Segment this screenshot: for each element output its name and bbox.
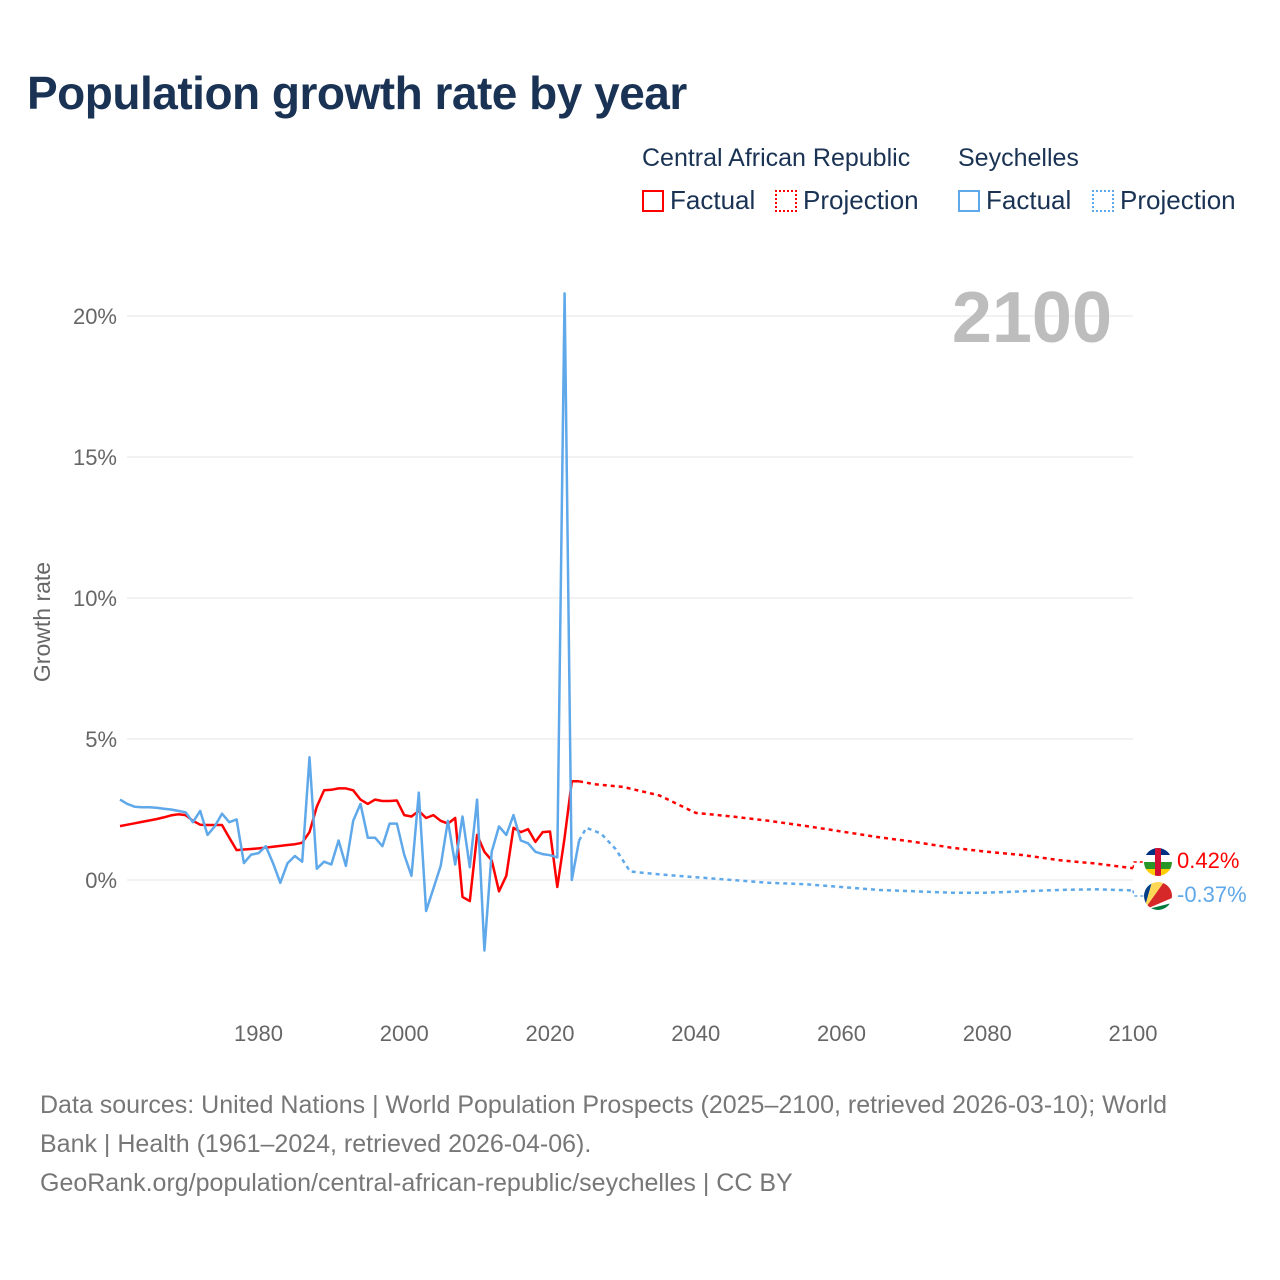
car-projection-line	[578, 780, 1134, 870]
legend-label: Projection	[1120, 185, 1236, 215]
x-tick-label: 2020	[526, 1021, 575, 1046]
seychelles-factual-line	[119, 292, 581, 952]
legend-seychelles-factual[interactable]: Factual	[958, 185, 1071, 216]
y-tick-label: 0%	[85, 868, 117, 893]
y-tick-label: 20%	[73, 304, 117, 329]
legend-label: Factual	[986, 185, 1072, 215]
chart-title: Population growth rate by year	[27, 67, 687, 119]
year-label: 2100	[952, 278, 1112, 358]
y-tick-label: 10%	[73, 586, 117, 611]
car-end-value: 0.42%	[1177, 848, 1239, 873]
x-tick-label: 2040	[671, 1021, 720, 1046]
x-tick-label: 2100	[1109, 1021, 1158, 1046]
legend-swatch-solid	[958, 189, 980, 212]
legend-swatch-dotted	[775, 189, 797, 212]
y-tick-label: 5%	[85, 727, 117, 752]
car-flag-icon	[1144, 848, 1172, 876]
legend-group-car: Central African Republic	[642, 144, 911, 172]
footer-sources-1: Data sources: United Nations | World Pop…	[40, 1091, 1168, 1119]
seychelles-flag-icon	[1144, 882, 1172, 910]
legend-swatch-dotted	[1092, 189, 1114, 212]
footer-attribution-link[interactable]: GeoRank.org/population/central-african-r…	[40, 1169, 793, 1197]
y-axis-label: Growth rate	[29, 562, 55, 682]
y-tick-label: 15%	[73, 445, 117, 470]
x-tick-label: 1980	[234, 1021, 283, 1046]
legend-label: Factual	[670, 185, 756, 215]
legend-seychelles-projection[interactable]: Projection	[1092, 185, 1236, 216]
end-connector	[1132, 861, 1144, 869]
seychelles-end-value: -0.37%	[1177, 882, 1247, 907]
legend-swatch-solid	[642, 189, 664, 212]
legend-group-seychelles: Seychelles	[958, 144, 1079, 172]
legend-car-factual[interactable]: Factual	[642, 185, 755, 216]
end-connector	[1132, 890, 1144, 897]
footer-sources-2: Bank | Health (1961–2024, retrieved 2026…	[40, 1130, 592, 1158]
car-factual-line	[119, 780, 580, 903]
legend-label: Projection	[803, 185, 919, 215]
x-tick-label: 2080	[963, 1021, 1012, 1046]
x-tick-label: 2000	[380, 1021, 429, 1046]
seychelles-projection-line	[578, 826, 1134, 894]
legend-car-projection[interactable]: Projection	[775, 185, 919, 216]
x-tick-label: 2060	[817, 1021, 866, 1046]
